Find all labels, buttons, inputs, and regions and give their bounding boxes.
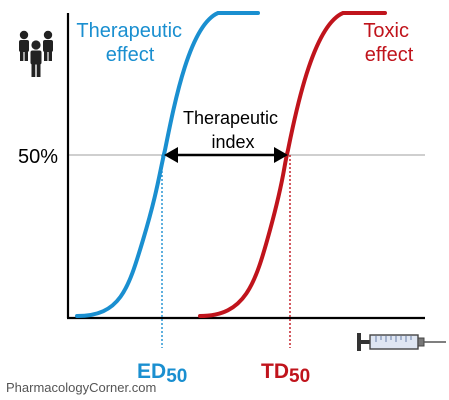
toxic-effect-label: Toxic effect	[363, 20, 414, 66]
therapeutic-effect-curve	[75, 11, 260, 318]
toxic-effect-line-1: Toxic	[363, 20, 409, 42]
ed50-sub: 50	[166, 366, 187, 387]
therapeutic-effect-label: Therapeutic effect	[76, 20, 187, 66]
therapeutic-effect-line-1: Therapeutic	[76, 20, 182, 42]
fifty-percent-label: 50%	[18, 146, 58, 168]
ed50-main: ED	[137, 360, 166, 383]
td50-label: TD50	[261, 360, 310, 387]
therapeutic-index-label: Therapeutic index	[183, 108, 283, 152]
toxic-effect-curve	[198, 11, 387, 318]
toxic-effect-line-2: effect	[365, 44, 414, 66]
watermark-text: PharmacologyCorner.com	[6, 380, 156, 395]
td50-main: TD	[261, 360, 289, 383]
therapeutic-index-arrow	[164, 147, 288, 163]
therapeutic-index-line-2: index	[211, 132, 254, 152]
td50-sub: 50	[289, 366, 310, 387]
therapeutic-effect-line-2: effect	[106, 44, 155, 66]
ed50-label: ED50	[137, 360, 187, 387]
therapeutic-index-line-1: Therapeutic	[183, 108, 278, 128]
people-icon	[19, 30, 53, 77]
syringe-icon	[357, 333, 446, 351]
